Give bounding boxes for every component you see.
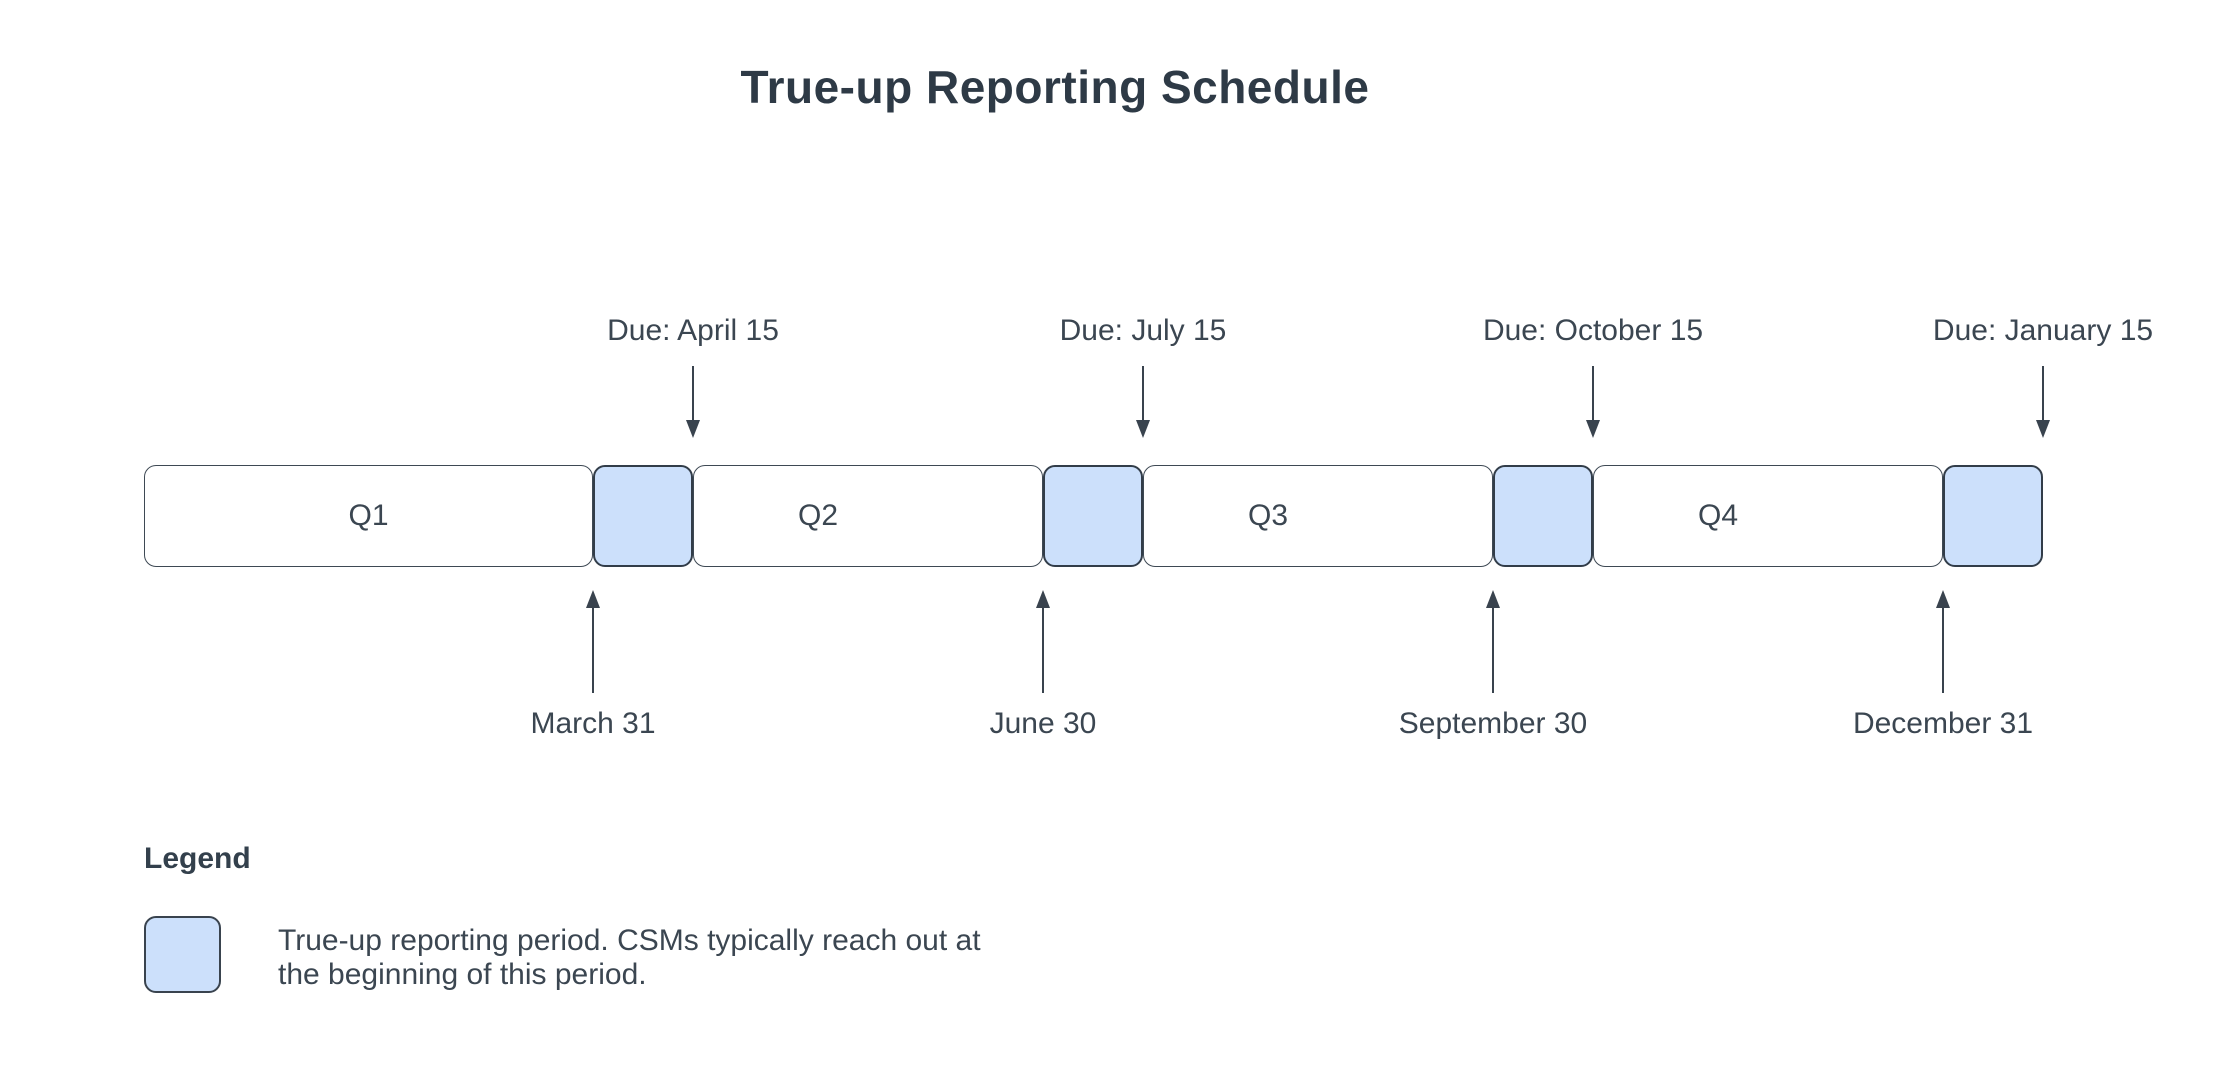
arrow-down-icon	[1133, 366, 1153, 440]
arrow-up-icon	[583, 590, 603, 694]
quarter-box-q3	[1143, 465, 1493, 567]
arrow-stem	[1592, 366, 1594, 422]
arrow-stem	[1042, 606, 1044, 693]
legend-item-line: the beginning of this period.	[278, 958, 647, 991]
arrow-head	[1136, 420, 1150, 438]
arrow-head	[686, 420, 700, 438]
reporting-period-box	[593, 465, 693, 567]
reporting-period-box	[1943, 465, 2043, 567]
arrow-stem	[692, 366, 694, 422]
arrow-down-icon	[2033, 366, 2053, 440]
due-date-label: Due: October 15	[1482, 314, 1704, 347]
legend-heading: Legend	[144, 842, 251, 875]
quarter-end-label: September 30	[1398, 707, 1588, 740]
due-date-label: Due: April 15	[607, 314, 779, 347]
arrow-up-icon	[1483, 590, 1503, 694]
arrow-stem	[2042, 366, 2044, 422]
quarter-end-label: June 30	[989, 707, 1097, 740]
arrow-up-icon	[1033, 590, 1053, 694]
arrow-stem	[1942, 606, 1944, 693]
arrow-stem	[1142, 366, 1144, 422]
reporting-period-box	[1043, 465, 1143, 567]
due-date-label: Due: January 15	[1932, 314, 2154, 347]
arrow-head	[1486, 590, 1500, 608]
diagram-title: True-up Reporting Schedule	[740, 61, 1370, 113]
legend-item-text: True-up reporting period. CSMs typically…	[278, 924, 981, 992]
quarter-end-label: December 31	[1852, 707, 2034, 740]
arrow-head	[1936, 590, 1950, 608]
arrow-down-icon	[1583, 366, 1603, 440]
arrow-head	[2036, 420, 2050, 438]
reporting-period-box	[1493, 465, 1593, 567]
arrow-head	[586, 590, 600, 608]
arrow-stem	[592, 606, 594, 693]
quarter-box-q2	[693, 465, 1043, 567]
quarter-box-q4	[1593, 465, 1943, 567]
quarter-box-q1	[144, 465, 593, 567]
arrow-head	[1036, 590, 1050, 608]
legend-item-line: True-up reporting period. CSMs typically…	[278, 924, 981, 957]
arrow-head	[1586, 420, 1600, 438]
quarter-end-label: March 31	[530, 707, 656, 740]
arrow-down-icon	[683, 366, 703, 440]
reporting-period-swatch	[144, 916, 221, 993]
arrow-stem	[1492, 606, 1494, 693]
due-date-label: Due: July 15	[1059, 314, 1227, 347]
arrow-up-icon	[1933, 590, 1953, 694]
